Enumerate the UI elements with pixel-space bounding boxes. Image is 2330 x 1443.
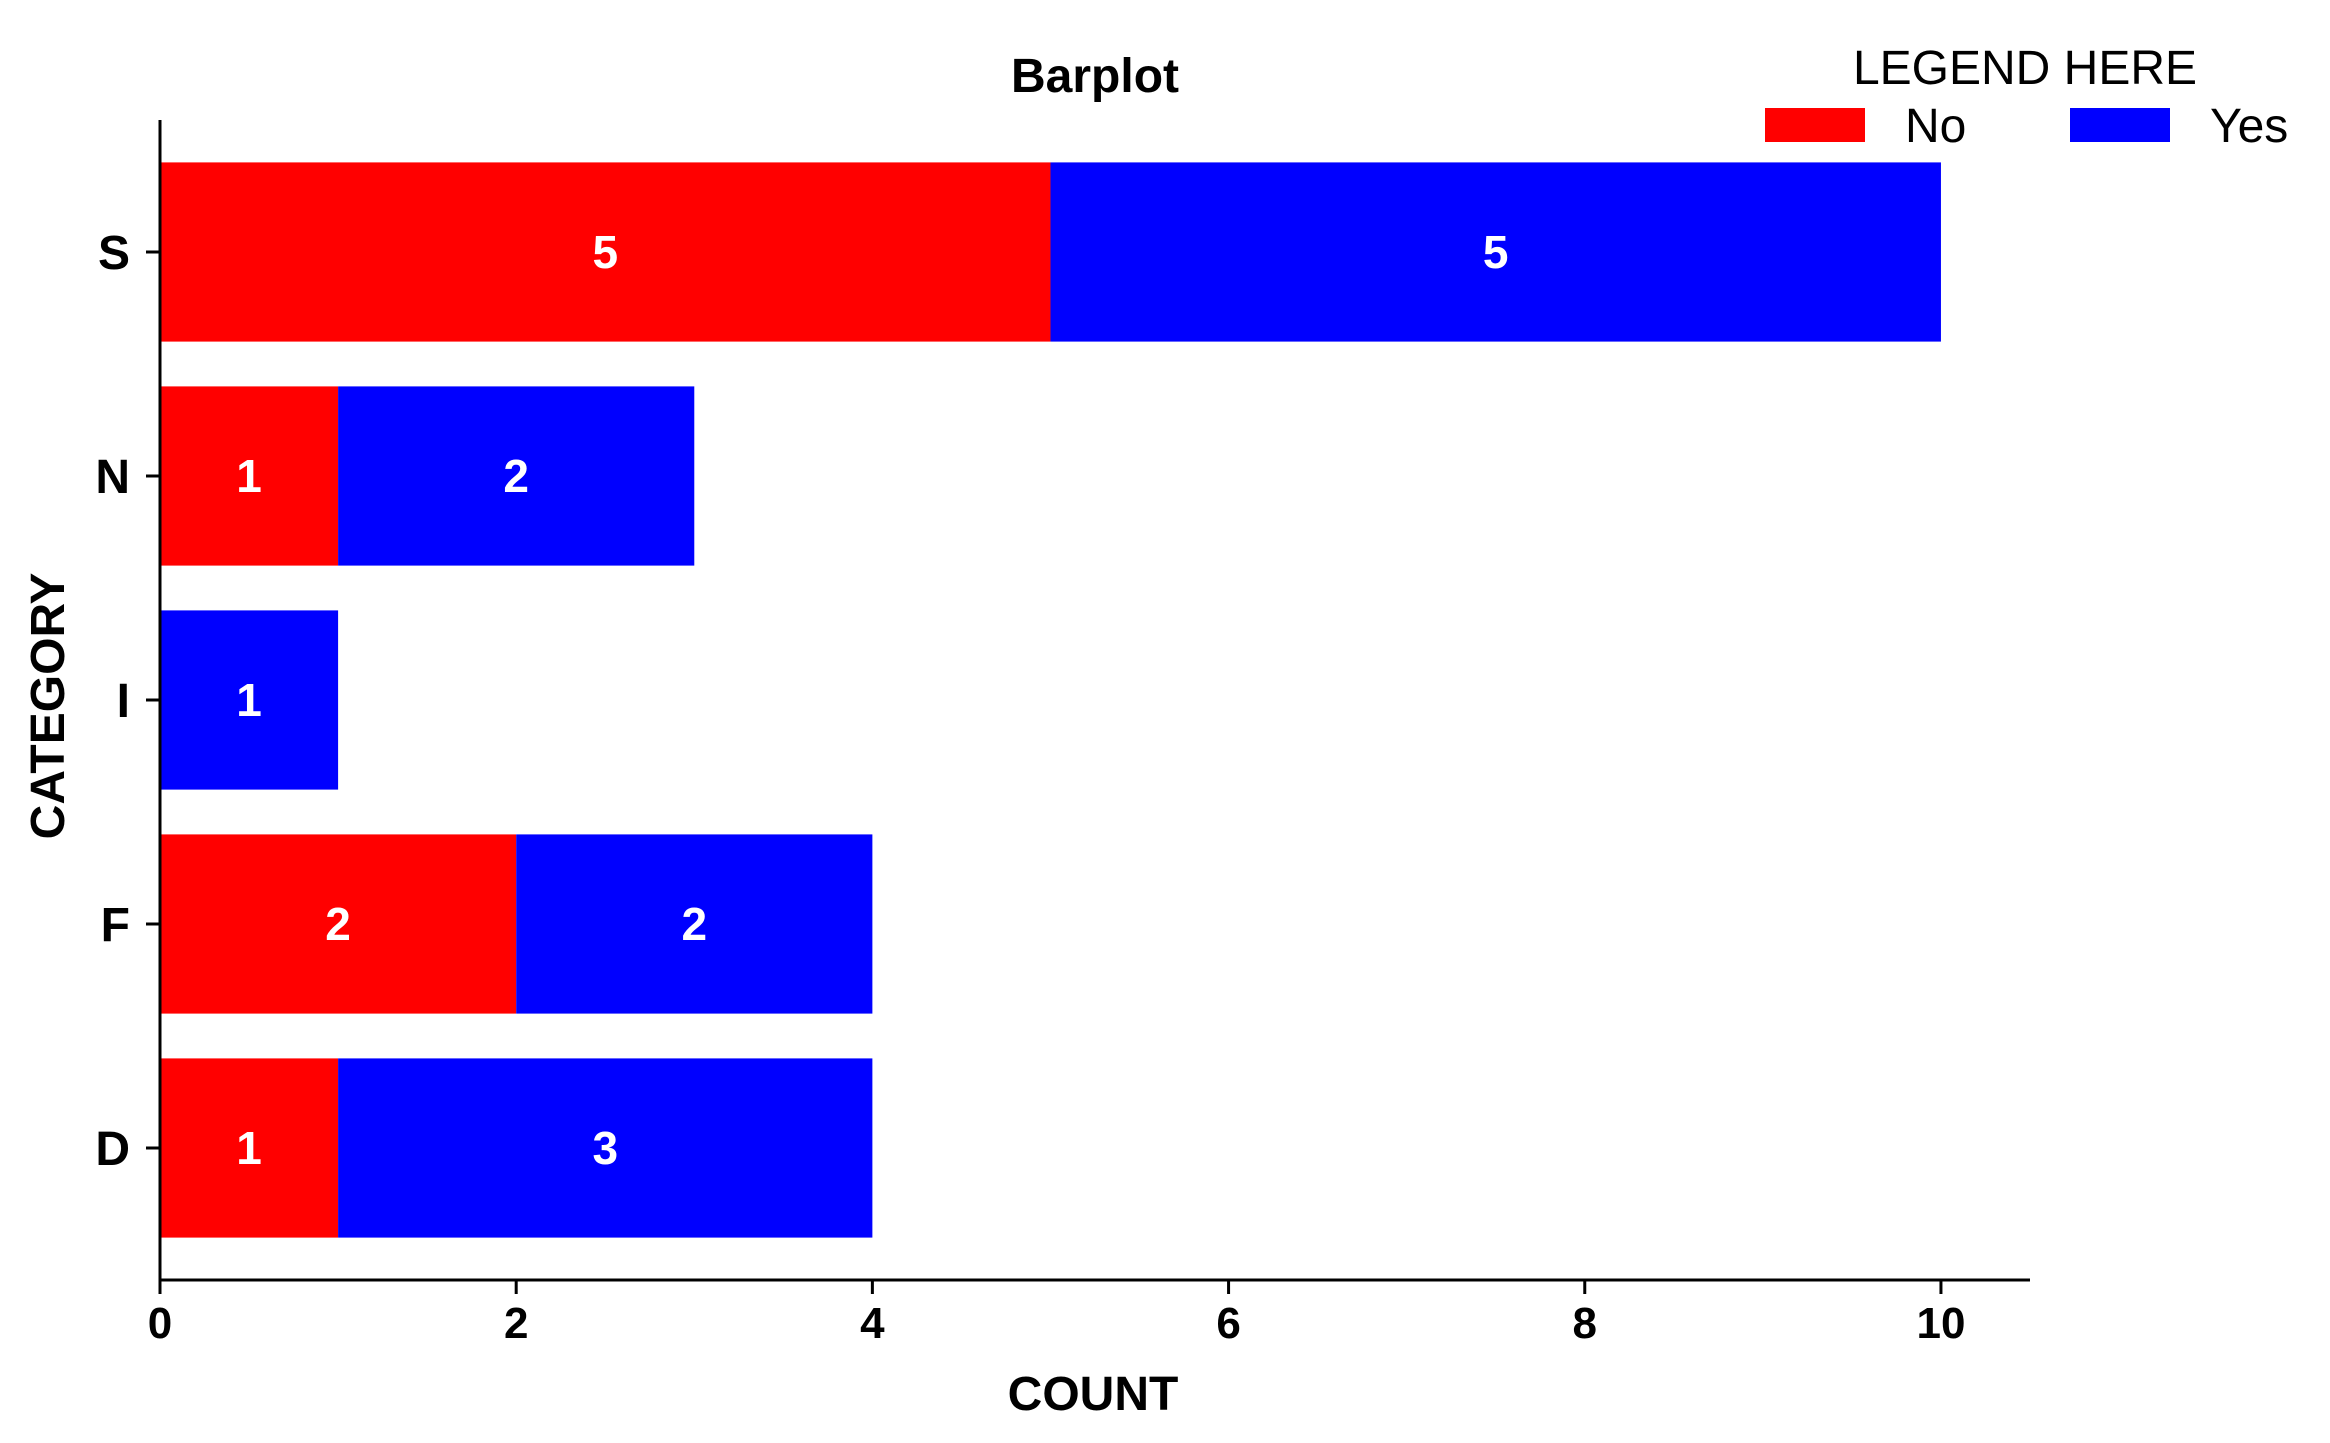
x-tick-label-4: 4 xyxy=(860,1299,885,1348)
legend-title: LEGEND HERE xyxy=(1853,42,2197,95)
legend-label-no: No xyxy=(1905,100,1966,153)
bar-I-yes xyxy=(160,610,339,790)
legend-swatch-yes xyxy=(2070,108,2170,142)
legend-label-yes: Yes xyxy=(2210,100,2288,153)
bars xyxy=(160,162,1941,1238)
y-tick-label-S: S xyxy=(98,227,130,280)
x-tick-label-0: 0 xyxy=(148,1299,172,1348)
bar-D-no xyxy=(160,1058,339,1238)
chart-title: Barplot xyxy=(1011,50,1179,103)
bar-label-N-no: 1 xyxy=(236,450,262,502)
bar-label-I-yes: 1 xyxy=(236,674,262,726)
bar-N-no xyxy=(160,386,339,566)
bar-label-D-no: 1 xyxy=(236,1122,262,1174)
y-tick-label-D: D xyxy=(95,1123,130,1176)
bar-label-S-no: 5 xyxy=(592,226,618,278)
x-axis: 0 2 4 6 8 10 xyxy=(148,1278,2030,1348)
x-tick-label-8: 8 xyxy=(1573,1299,1597,1348)
bar-N-yes xyxy=(338,386,695,566)
bar-label-N-yes: 2 xyxy=(503,450,529,502)
bar-labels: 5 5 1 2 1 2 2 1 3 xyxy=(236,226,1508,1174)
x-tick-label-6: 6 xyxy=(1216,1299,1240,1348)
x-tick-label-10: 10 xyxy=(1916,1299,1965,1348)
legend-swatch-no xyxy=(1765,108,1865,142)
bar-S-no xyxy=(160,162,1051,342)
bar-label-D-yes: 3 xyxy=(592,1122,618,1174)
x-tick-label-2: 2 xyxy=(504,1299,528,1348)
y-tick-label-I: I xyxy=(117,675,130,728)
y-tick-label-F: F xyxy=(101,899,130,952)
legend: LEGEND HERE No Yes xyxy=(1765,42,2288,153)
bar-label-S-yes: 5 xyxy=(1483,226,1509,278)
y-tick-label-N: N xyxy=(95,451,130,504)
x-axis-title: COUNT xyxy=(1008,1368,1179,1421)
y-axis: S N I F D xyxy=(95,120,162,1280)
bar-label-F-no: 2 xyxy=(325,898,351,950)
bar-F-yes xyxy=(516,834,873,1014)
bar-label-F-yes: 2 xyxy=(681,898,707,950)
bar-D-yes xyxy=(338,1058,873,1238)
bar-F-no xyxy=(160,834,517,1014)
y-axis-title: CATEGORY xyxy=(22,573,75,840)
bar-S-yes xyxy=(1050,162,1941,342)
